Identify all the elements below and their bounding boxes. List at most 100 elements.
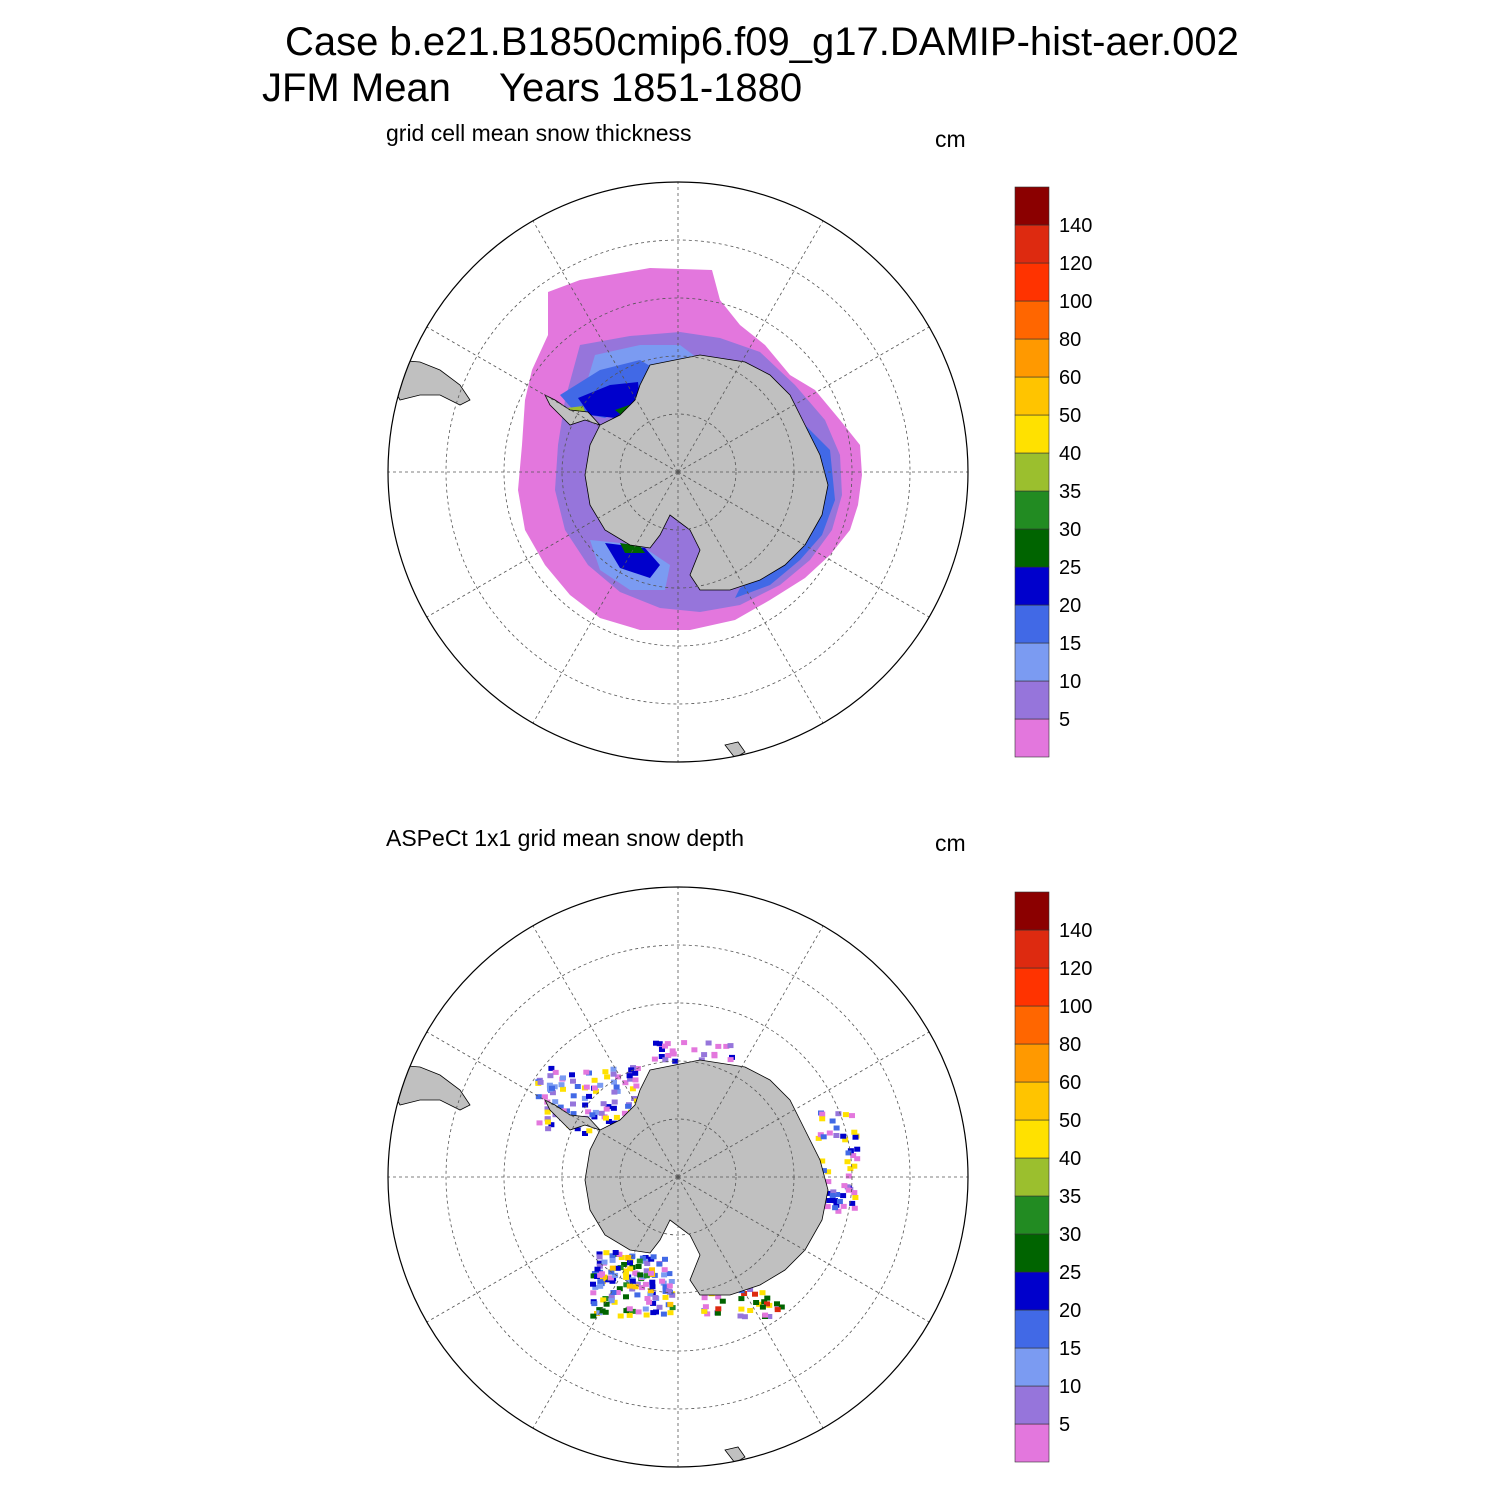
meridian-line (426, 471, 679, 618)
obs-cell (701, 1052, 708, 1058)
obs-cell (637, 1272, 644, 1278)
obs-cell (628, 1067, 635, 1073)
meridian-line (532, 220, 679, 473)
colorbar-tick-label: 10 (1059, 671, 1081, 693)
obs-cell (741, 1291, 748, 1296)
obs-cell (659, 1047, 665, 1052)
obs-cell (644, 1261, 651, 1266)
obs-cell (635, 1264, 642, 1269)
obs-cell (626, 1306, 633, 1312)
graticule-top (388, 182, 968, 762)
obs-cell (642, 1281, 649, 1287)
obs-cell (652, 1295, 659, 1300)
obs-cell (662, 1284, 669, 1290)
obs-cell (854, 1146, 861, 1152)
obs-cell (632, 1077, 639, 1083)
obs-cell (651, 1056, 658, 1062)
obs-cell (597, 1279, 604, 1285)
colorbar-tick-label: 140 (1059, 215, 1092, 237)
obs-cell (608, 1298, 615, 1304)
obs-cell (701, 1308, 708, 1314)
obs-cell (656, 1304, 663, 1310)
colorbar-tick-label: 35 (1059, 1186, 1081, 1208)
obs-cell (759, 1304, 766, 1310)
antarctica (584, 1059, 829, 1296)
obs-cell (632, 1070, 639, 1076)
obs-cell (586, 1093, 592, 1099)
colorbar-tick-label: 100 (1059, 291, 1092, 313)
obs-cell (824, 1204, 831, 1210)
panel-bottom-unit: cm (935, 830, 966, 856)
obs-cell (612, 1250, 619, 1255)
meridian-line (677, 471, 824, 724)
obs-cell (601, 1259, 608, 1265)
meridian-line (426, 326, 679, 473)
obs-cell (600, 1297, 607, 1303)
obs-cell (633, 1083, 640, 1089)
obs-cell (613, 1084, 620, 1090)
obs-cell (647, 1288, 654, 1294)
obs-cell (762, 1312, 769, 1318)
obs-cell (607, 1275, 614, 1281)
colorbar-swatch (1014, 1347, 1050, 1387)
obs-cell (613, 1114, 620, 1120)
graticule-bottom (388, 887, 968, 1467)
obs-cell (825, 1179, 832, 1185)
obs-cell (601, 1274, 608, 1280)
colorbar-swatch (1014, 1271, 1050, 1311)
colorbar-tick-label: 80 (1059, 329, 1081, 351)
obs-cell (851, 1163, 858, 1169)
colorbar-swatch (1014, 1423, 1050, 1463)
colorbar-swatch (1014, 1385, 1050, 1425)
obs-cell (626, 1312, 633, 1318)
obs-cell (614, 1088, 621, 1094)
obs-cell (621, 1110, 628, 1116)
colorbar-tick-label: 10 (1059, 1376, 1081, 1398)
meridian-line (677, 925, 824, 1178)
obs-cell (605, 1119, 612, 1124)
obs-cell (548, 1065, 555, 1071)
obs-cell (582, 1131, 588, 1136)
obs-cell (826, 1130, 833, 1136)
meridian-line (677, 1031, 930, 1178)
obs-cell (586, 1128, 593, 1134)
obs-cell (610, 1105, 617, 1111)
obs-cell (622, 1080, 629, 1086)
obs-cell (662, 1256, 668, 1262)
obs-cell (610, 1066, 617, 1072)
obs-cell (672, 1058, 679, 1064)
obs-cell (691, 1047, 698, 1053)
obs-cell (845, 1173, 852, 1179)
obs-cell (570, 1111, 577, 1117)
meridian-line (532, 925, 679, 1178)
obs-cell (611, 1079, 617, 1085)
obs-cell (840, 1193, 847, 1199)
obs-cell (609, 1265, 616, 1271)
obs-cell (711, 1053, 718, 1059)
obs-cell (662, 1294, 669, 1300)
obs-cell (644, 1296, 651, 1301)
colorbar-swatch (1014, 1043, 1050, 1083)
obs-cell (681, 1040, 688, 1046)
colorbar-swatch (1014, 680, 1050, 720)
obs-cell (609, 1257, 616, 1263)
obs-cell (715, 1306, 722, 1312)
colorbar-tick-label: 5 (1059, 709, 1070, 731)
obs-cell (545, 1126, 552, 1132)
obs-cell (623, 1294, 629, 1300)
obs-cell (842, 1137, 849, 1143)
obs-cell (596, 1263, 603, 1269)
obs-cell (650, 1310, 657, 1316)
obs-cell (541, 1094, 548, 1100)
obs-cell (604, 1074, 611, 1080)
obs-cell (544, 1119, 551, 1125)
land-bottom (391, 1059, 829, 1464)
obs-cell (603, 1301, 610, 1307)
meridian-line (677, 1176, 930, 1323)
obs-cell (844, 1184, 851, 1190)
colorbar-swatch (1014, 1081, 1050, 1121)
obs-cell (665, 1053, 672, 1058)
colorbar-swatch (1014, 490, 1050, 530)
obs-cell (611, 1099, 618, 1105)
